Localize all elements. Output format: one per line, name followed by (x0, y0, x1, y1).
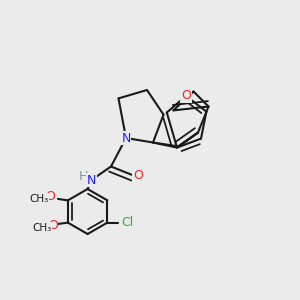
Text: Cl: Cl (121, 216, 133, 229)
Text: O: O (45, 190, 55, 203)
Text: CH₃: CH₃ (32, 223, 51, 233)
Text: O: O (133, 169, 143, 182)
Text: N: N (121, 131, 131, 145)
Text: N: N (87, 173, 96, 187)
Text: H: H (78, 170, 88, 184)
Text: O: O (48, 219, 58, 232)
Text: CH₃: CH₃ (29, 194, 49, 204)
Text: O: O (181, 89, 191, 103)
